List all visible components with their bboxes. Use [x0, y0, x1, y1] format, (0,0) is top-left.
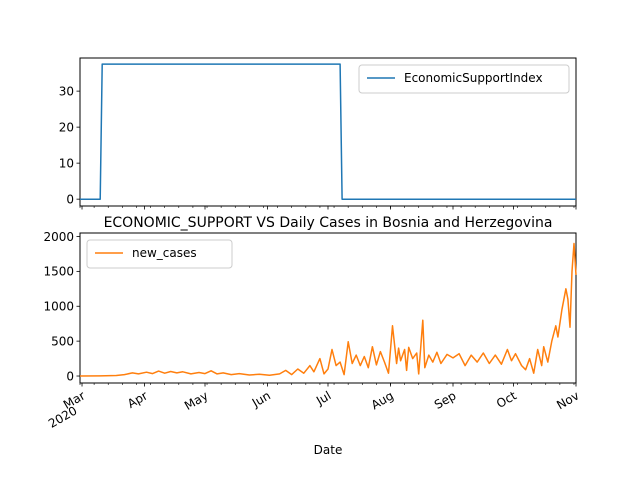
- y-tick-label: 1500: [43, 265, 74, 279]
- series-layer: [80, 63, 576, 200]
- x-tick-label: May: [182, 388, 210, 413]
- x-axis-label: Date: [314, 443, 343, 457]
- x-tick-label: Nov: [554, 388, 581, 412]
- legend-box: [358, 64, 570, 94]
- y-tick-label: 20: [59, 120, 74, 134]
- x-tick-label: Sep: [432, 388, 459, 411]
- legend-label: EconomicSupportIndex: [404, 71, 543, 85]
- y-tick-label: 1000: [43, 300, 74, 314]
- y-tick-label: 500: [51, 334, 74, 348]
- x-axis: [79, 206, 577, 210]
- x-tick-label: Jul: [313, 388, 333, 408]
- y-axis: 0 500 1000 1500 2000: [43, 230, 80, 383]
- legend-box: [86, 239, 233, 269]
- y-tick-label: 30: [59, 84, 74, 98]
- series-line-EconomicSupportIndex: [80, 63, 576, 200]
- y-tick-label: 2000: [43, 230, 74, 244]
- legend-label: new_cases: [132, 246, 197, 260]
- economic-support-chart: 0 10 20 30 EconomicSupportIndex: [59, 57, 577, 210]
- y-tick-label: 0: [66, 369, 74, 383]
- daily-cases-chart: ECONOMIC_SUPPORT VS Daily Cases in Bosni…: [43, 215, 581, 457]
- x-tick-label: Jun: [249, 388, 273, 410]
- series-layer: [79, 242, 577, 377]
- y-tick-label: 0: [66, 192, 74, 206]
- legend: EconomicSupportIndex: [358, 64, 570, 94]
- series-line-new_cases: [79, 242, 577, 377]
- x-tick-label: Oct: [494, 388, 519, 411]
- x-tick-label: Aug: [369, 388, 396, 412]
- y-axis: 0 10 20 30: [59, 84, 80, 206]
- x-tick-label: Apr: [125, 388, 150, 411]
- chart-title: ECONOMIC_SUPPORT VS Daily Cases in Bosni…: [104, 215, 553, 231]
- y-tick-label: 10: [59, 156, 74, 170]
- legend: new_cases: [86, 239, 233, 269]
- x-tick-sublabel: 2020: [46, 403, 79, 430]
